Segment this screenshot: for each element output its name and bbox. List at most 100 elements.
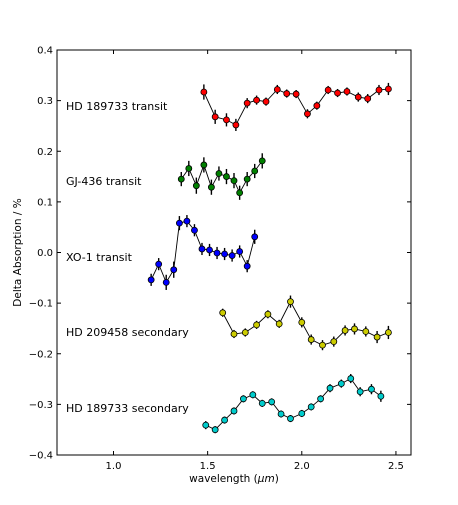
data-point [243,99,251,107]
data-point [191,226,198,234]
series-4 [202,374,385,434]
data-point [385,85,392,93]
series-0 [200,82,392,131]
y-tick-label: −0.4 [29,451,53,462]
data-point [292,90,300,98]
data-point [330,338,338,346]
data-point [356,388,364,396]
y-tick-label: 0.0 [37,248,53,259]
data-point [221,250,228,258]
data-point [377,392,385,400]
data-point [236,248,244,255]
data-point [185,165,193,172]
data-point [230,407,238,415]
series-line [180,160,263,194]
data-point [243,262,251,270]
data-point [298,318,306,326]
data-point [351,325,358,333]
data-point [307,403,315,411]
series-label: HD 189733 secondary [66,402,189,415]
data-point [364,95,372,102]
data-point [200,161,208,169]
data-point [268,398,276,406]
data-point [162,278,170,286]
data-point [258,157,266,165]
data-point [230,177,238,185]
y-tick-label: −0.2 [29,349,53,360]
data-point [200,88,208,96]
x-tick-label: 1.0 [106,461,122,472]
data-point [223,116,230,124]
data-point [192,182,200,190]
y-tick-label: 0.1 [37,197,53,208]
x-axis-title-unit: μm [257,473,275,485]
data-point [236,189,244,197]
data-point [198,245,206,253]
data-point [264,310,272,318]
data-point [228,252,236,259]
data-point [343,88,351,95]
series-line [222,300,389,346]
axis-ticks: 1.0 1.5 2.0 2.5 −0.4 −0.3 −0.2 −0.1 0.0 0.1 0.2 0.3… [29,46,411,472]
data-point [223,173,230,180]
y-tick-label: 0.3 [37,96,53,107]
series-label: HD 189733 transit [66,100,168,113]
data-point [251,167,259,175]
data-point [253,96,260,104]
series-label: HD 209458 secondary [66,326,189,339]
data-point [175,219,183,227]
data-point [324,86,332,94]
data-point [347,375,355,382]
data-point [241,329,249,336]
data-point [273,86,281,93]
data-point [334,89,341,97]
data-point [213,249,221,257]
data-point [368,385,375,393]
data-point [230,330,238,338]
x-tick-label: 1.5 [200,461,216,472]
data-point [337,380,345,388]
data-point [307,336,315,343]
data-point [373,333,381,341]
data-point [249,391,257,399]
data-point [251,233,259,241]
data-point [277,410,285,418]
x-tick-label: 2.5 [388,461,404,472]
data-point [253,321,260,329]
data-point [147,276,155,284]
y-tick-label: −0.3 [29,400,53,411]
series-line [205,377,382,431]
x-axis-title-close: ) [275,473,279,485]
y-tick-label: 0.2 [37,147,53,158]
data-point [183,217,191,225]
data-point [215,170,223,177]
plot-area [147,82,392,434]
data-point [298,410,306,417]
data-point [240,395,247,403]
data-point [206,246,213,254]
data-point [155,260,163,268]
data-point [362,328,370,335]
data-point [262,98,270,106]
data-point [385,329,392,336]
series-label: GJ-436 transit [66,175,142,188]
data-point [304,110,311,118]
series-1 [177,153,266,200]
y-axis-title: Delta Absorption / % [12,198,24,306]
data-point [317,395,325,403]
y-tick-label: 0.4 [37,46,53,57]
data-point [208,183,215,191]
data-point [211,426,219,434]
data-point [375,86,383,94]
series-2 [147,215,259,290]
data-point [202,421,210,429]
data-point [170,266,178,274]
y-tick-label: −0.1 [29,299,53,310]
data-point [243,175,251,183]
data-point [326,384,334,392]
data-point [275,320,283,328]
data-point [258,399,266,407]
data-point [211,113,219,121]
data-point [177,175,185,183]
